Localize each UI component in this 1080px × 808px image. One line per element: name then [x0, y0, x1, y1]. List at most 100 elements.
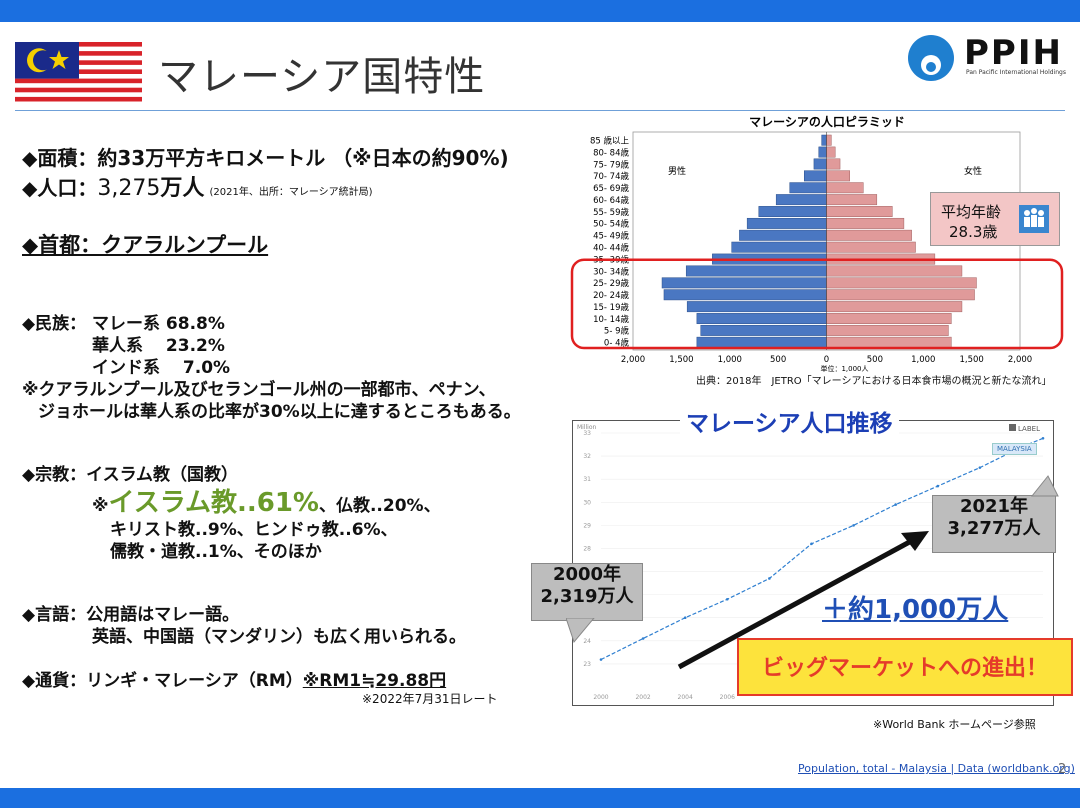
x-tick-label: 2002	[635, 694, 650, 701]
female-bar	[826, 313, 952, 324]
female-bar	[826, 277, 977, 289]
male-bar	[818, 146, 827, 158]
male-bar	[739, 229, 827, 241]
currency-note: ※2022年7月31日レート	[362, 692, 498, 706]
bottom-bar	[0, 788, 1080, 808]
male-bar	[821, 134, 827, 146]
arrow-head	[901, 531, 929, 551]
y-tick-label: 30	[583, 499, 591, 506]
x-tick-label: 2006	[720, 694, 735, 701]
logo-text: PPIH	[964, 33, 1063, 73]
ethnic-note: ジョホールは華人系の比率が30%以上に達するところもある。	[38, 402, 521, 422]
callout-tail	[565, 617, 596, 648]
female-label: 女性	[964, 165, 982, 177]
data-point	[810, 542, 813, 546]
male-bar	[789, 182, 827, 194]
population-note: (2021年、出所：マレーシア統計局)	[209, 187, 373, 198]
age-tick-label: 40- 44歳	[593, 243, 629, 254]
x-tick-label: 2004	[678, 694, 693, 701]
y-tick-label: 32	[583, 453, 591, 460]
data-point	[978, 466, 982, 469]
x-tick-label: 1,500	[959, 355, 983, 365]
female-bar	[826, 146, 836, 158]
ethnic-line: インド系 7.0%	[92, 358, 231, 378]
x-tick-label: 1,000	[911, 355, 935, 365]
female-bar	[826, 217, 905, 229]
religion-label: ◆宗教：イスラム教（国教）	[22, 465, 239, 485]
age-tick-label: 55- 59歳	[593, 207, 629, 218]
data-point	[936, 484, 940, 488]
male-bar	[758, 206, 827, 217]
male-bar	[686, 301, 827, 313]
female-bar	[826, 206, 893, 217]
growth-arrow	[677, 536, 917, 670]
male-bar	[696, 313, 827, 324]
data-point	[599, 658, 603, 661]
age-tick-label: 15- 19歳	[593, 302, 629, 313]
male-bar	[813, 158, 827, 170]
worldbank-link[interactable]: Population, total - Malaysia | Data (wor…	[798, 762, 1075, 775]
ethnic-line: マレー系 68.8%	[92, 314, 225, 334]
religion-rest: 、仏教..20%、	[318, 496, 441, 516]
x-tick-label: 0	[824, 355, 829, 365]
ethnic-line: 華人系 23.2%	[92, 336, 225, 356]
source-note: ※World Bank ホームページ参照	[873, 718, 1036, 731]
female-bar	[826, 134, 832, 146]
data-point	[768, 577, 771, 580]
x-tick-label: 2,000	[1008, 355, 1032, 365]
big-market-banner: ビッグマーケットへの進出！	[737, 638, 1073, 696]
ethnic-label: ◆民族：	[22, 314, 87, 334]
callout-year: 2021年	[959, 496, 1029, 517]
male-bar	[775, 194, 827, 206]
y-tick-label: 33	[583, 430, 591, 437]
x-tick-label: 500	[867, 355, 883, 365]
age-tick-label: 30- 34歳	[593, 266, 629, 277]
y-axis-label: Million	[577, 424, 597, 431]
y-tick-label: 28	[583, 545, 591, 552]
checkbox-icon	[1009, 424, 1016, 431]
trend-title: マレーシア人口推移	[680, 404, 899, 438]
religion-mark: ※	[92, 496, 109, 516]
age-tick-label: 10- 14歳	[593, 314, 629, 325]
age-tick-label: 70- 74歳	[593, 171, 629, 182]
y-tick-label: 31	[583, 476, 591, 483]
unit-label: 単位：1,000人	[820, 364, 868, 373]
age-tick-label: 25- 29歳	[593, 278, 629, 289]
male-label: 男性	[668, 165, 686, 177]
female-bar	[826, 336, 952, 348]
people-icon	[1019, 205, 1049, 233]
age-tick-label: 80- 84歳	[593, 147, 629, 158]
male-bar	[803, 170, 827, 182]
pyramid-source: 出典：2018年 JETRO「マレーシアにおける日本食市場の概況と新たな流れ」	[696, 376, 1052, 387]
female-bar	[826, 289, 975, 301]
female-bar	[826, 301, 963, 313]
female-bar	[826, 229, 912, 241]
currency-label: ◆通貨：リンギ・マレーシア（RM）	[22, 671, 303, 691]
ethnic-note: ※クアラルンプール及びセランゴール州の一部都市、ペナン、	[22, 380, 496, 400]
logo-subtext: Pan Pacific International Holdings	[966, 69, 1066, 76]
male-bar	[731, 241, 827, 253]
religion-line: 儒教・道教..1%、そのほか	[110, 542, 322, 562]
legend-label: LABEL	[1018, 425, 1040, 433]
x-tick-label: 500	[770, 355, 786, 365]
male-bar	[700, 324, 827, 336]
avg-age-value: 28.3歳	[949, 223, 998, 241]
age-tick-label: 0- 4歳	[604, 338, 630, 349]
male-bar	[685, 265, 827, 277]
religion-row: ※イスラム教..61%、仏教..20%、	[92, 482, 441, 519]
legend-row: LABEL	[1009, 424, 1040, 433]
age-tick-label: 45- 49歳	[593, 231, 629, 242]
callout-tail	[1030, 474, 1060, 502]
religion-highlight: イスラム教..61%	[108, 488, 319, 518]
language-line: 英語、中国語（マンダリン）も広く用いられる。	[92, 627, 466, 647]
currency-row: ◆通貨：リンギ・マレーシア（RM）※RM1≒29.88円	[22, 666, 446, 691]
x-tick-label: 1,000	[718, 355, 742, 365]
data-point	[1041, 437, 1045, 440]
age-tick-label: 60- 64歳	[593, 195, 629, 206]
top-bar	[0, 0, 1080, 22]
callout-value: 2,319万人	[540, 586, 634, 607]
female-bar	[826, 182, 864, 194]
y-tick-label: 24	[583, 638, 591, 645]
age-tick-label: 50- 54歳	[593, 219, 629, 230]
population-line	[600, 437, 1044, 661]
